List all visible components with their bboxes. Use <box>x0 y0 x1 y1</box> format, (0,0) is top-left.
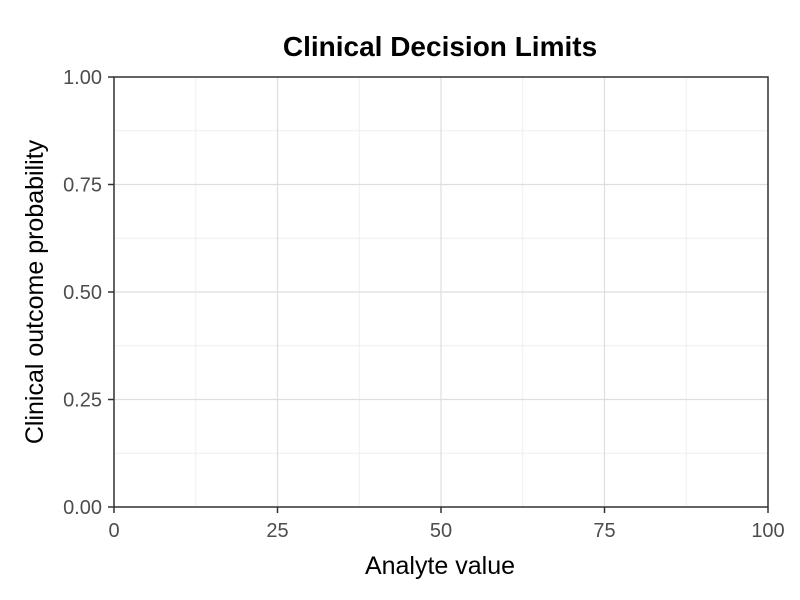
y-tick-label: 1.00 <box>63 67 102 89</box>
x-tick-label: 75 <box>593 520 615 542</box>
y-tick-label: 0.00 <box>63 497 102 519</box>
x-tick-label: 25 <box>266 520 288 542</box>
x-tick-label: 100 <box>751 520 784 542</box>
y-axis-ticks: 0.00 0.25 0.50 0.75 1.00 <box>63 67 114 519</box>
y-tick-label: 0.75 <box>63 175 102 197</box>
y-tick-label: 0.50 <box>63 282 102 304</box>
y-tick-label: 0.25 <box>63 390 102 412</box>
x-axis-label: Analyte value <box>365 552 515 580</box>
chart-title: Clinical Decision Limits <box>283 31 597 62</box>
x-axis-ticks: 0 25 50 75 100 <box>108 507 785 542</box>
x-tick-label: 50 <box>430 520 452 542</box>
y-axis-label: Clinical outcome probability <box>21 139 49 444</box>
major-gridlines <box>113 76 769 508</box>
x-tick-label: 0 <box>108 520 119 542</box>
